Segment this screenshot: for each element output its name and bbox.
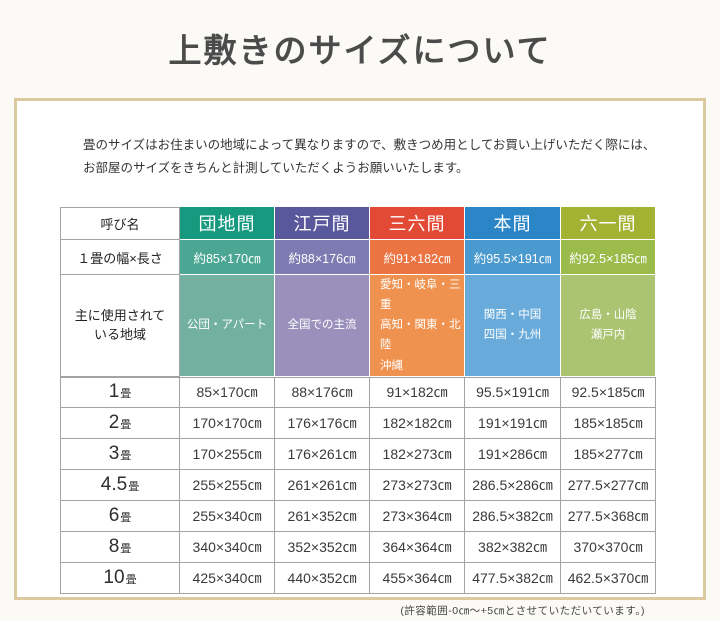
- mat-count: 10: [103, 566, 125, 588]
- mat-count: 4.5: [100, 473, 128, 495]
- size-value: 176×176㎝: [275, 407, 370, 439]
- unit-size-cell: 約91×182㎝: [370, 240, 465, 275]
- size-value: 273×273㎝: [370, 469, 465, 501]
- intro-text: 畳のサイズはお住まいの地域によって異なりますので、敷きつめ用としてお買い上げいた…: [83, 134, 683, 179]
- size-value: 352×352㎝: [275, 531, 370, 563]
- size-value: 255×340㎝: [180, 500, 275, 532]
- mat-count: 2: [108, 411, 120, 433]
- size-value: 91×182㎝: [370, 376, 465, 408]
- size-value: 286.5×382㎝: [465, 500, 561, 532]
- row-label: 1畳: [60, 376, 180, 408]
- unit-size-cell: 約95.5×191㎝: [465, 240, 561, 275]
- region-row: 主に使用されて いる地域 公団・アパート 全国での主流 愛知・岐阜・三重 高知・…: [60, 275, 656, 377]
- size-value: 170×255㎝: [180, 438, 275, 470]
- table-row: 2畳 170×170㎝ 176×176㎝ 182×182㎝ 191×191㎝ 1…: [60, 407, 656, 439]
- size-value: 191×191㎝: [465, 407, 561, 439]
- region-cell: 広島・山陰 瀬戸内: [561, 275, 656, 377]
- size-value: 364×364㎝: [370, 531, 465, 563]
- unit-size-cell: 約92.5×185㎝: [561, 240, 656, 275]
- column-header: 団地間: [180, 207, 275, 240]
- size-value: 425×340㎝: [180, 562, 275, 594]
- row-label: 主に使用されて いる地域: [60, 275, 180, 377]
- table-row: 4.5畳 255×255㎝ 261×261㎝ 273×273㎝ 286.5×28…: [60, 469, 656, 501]
- column-header: 本間: [465, 207, 561, 240]
- size-value: 261×261㎝: [275, 469, 370, 501]
- table-row: 10畳 425×340㎝ 440×352㎝ 455×364㎝ 477.5×382…: [60, 562, 656, 594]
- size-value: 88×176㎝: [275, 376, 370, 408]
- size-value: 477.5×382㎝: [465, 562, 561, 594]
- size-value: 85×170㎝: [180, 376, 275, 408]
- mat-unit: 畳: [125, 573, 137, 586]
- size-value: 462.5×370㎝: [561, 562, 656, 594]
- size-value: 92.5×185㎝: [561, 376, 656, 408]
- corner-header: 呼び名: [60, 207, 180, 240]
- row-label: 6畳: [60, 500, 180, 532]
- region-cell: 全国での主流: [275, 275, 370, 377]
- row-label: 8畳: [60, 531, 180, 563]
- table-row: 8畳 340×340㎝ 352×352㎝ 364×364㎝ 382×382㎝ 3…: [60, 531, 656, 563]
- mat-count: 6: [108, 504, 120, 526]
- size-value: 277.5×368㎝: [561, 500, 656, 532]
- tatami-size-table: 呼び名 団地間 江戸間 三六間 本間 六一間 １畳の幅×長さ 約85×170㎝ …: [60, 207, 656, 594]
- row-label: 3畳: [60, 438, 180, 470]
- intro-line-1: 畳のサイズはお住まいの地域によって異なりますので、敷きつめ用としてお買い上げいた…: [83, 138, 656, 152]
- table-header-row: 呼び名 団地間 江戸間 三六間 本間 六一間: [60, 207, 656, 240]
- mat-count: 8: [108, 535, 120, 557]
- size-value: 185×185㎝: [561, 407, 656, 439]
- table-row: 1畳 85×170㎝ 88×176㎝ 91×182㎝ 95.5×191㎝ 92.…: [60, 376, 656, 408]
- row-label: 2畳: [60, 407, 180, 439]
- region-cell: 公団・アパート: [180, 275, 275, 377]
- region-cell: 愛知・岐阜・三重 高知・関東・北陸 沖縄: [370, 275, 465, 377]
- size-value: 455×364㎝: [370, 562, 465, 594]
- size-value: 370×370㎝: [561, 531, 656, 563]
- mat-unit: 畳: [120, 511, 132, 524]
- mat-unit: 畳: [120, 388, 132, 401]
- tatami-unit-size-row: １畳の幅×長さ 約85×170㎝ 約88×176㎝ 約91×182㎝ 約95.5…: [60, 240, 656, 275]
- region-cell: 関西・中国 四国・九州: [465, 275, 561, 377]
- mat-unit: 畳: [120, 542, 132, 555]
- size-value: 191×286㎝: [465, 438, 561, 470]
- table-row: 3畳 170×255㎝ 176×261㎝ 182×273㎝ 191×286㎝ 1…: [60, 438, 656, 470]
- size-value: 95.5×191㎝: [465, 376, 561, 408]
- mat-count: 3: [108, 442, 120, 464]
- column-header: 六一間: [561, 207, 656, 240]
- mat-unit: 畳: [120, 449, 132, 462]
- size-value: 182×273㎝: [370, 438, 465, 470]
- column-header: 三六間: [370, 207, 465, 240]
- size-value: 170×170㎝: [180, 407, 275, 439]
- unit-size-cell: 約88×176㎝: [275, 240, 370, 275]
- size-value: 273×364㎝: [370, 500, 465, 532]
- mat-unit: 畳: [128, 480, 140, 493]
- size-value: 185×277㎝: [561, 438, 656, 470]
- page-title: 上敷きのサイズについて: [168, 34, 552, 70]
- table-row: 6畳 255×340㎝ 261×352㎝ 273×364㎝ 286.5×382㎝…: [60, 500, 656, 532]
- size-value: 176×261㎝: [275, 438, 370, 470]
- intro-line-2: お部屋のサイズをきちんと計測していただくようお願いいたします。: [83, 160, 469, 175]
- size-value: 382×382㎝: [465, 531, 561, 563]
- tolerance-note: (許容範囲-0㎝～+5㎝とさせていただいています。): [400, 604, 645, 617]
- row-label: 10畳: [60, 562, 180, 594]
- size-value: 286.5×286㎝: [465, 469, 561, 501]
- mat-unit: 畳: [120, 418, 132, 431]
- size-value: 440×352㎝: [275, 562, 370, 594]
- size-value: 277.5×277㎝: [561, 469, 656, 501]
- unit-size-cell: 約85×170㎝: [180, 240, 275, 275]
- mat-count: 1: [108, 381, 120, 403]
- row-label: 4.5畳: [60, 469, 180, 501]
- size-value: 261×352㎝: [275, 500, 370, 532]
- size-value: 182×182㎝: [370, 407, 465, 439]
- row-label: １畳の幅×長さ: [60, 240, 180, 275]
- size-value: 340×340㎝: [180, 531, 275, 563]
- column-header: 江戸間: [275, 207, 370, 240]
- size-value: 255×255㎝: [180, 469, 275, 501]
- content-frame: 畳のサイズはお住まいの地域によって異なりますので、敷きつめ用としてお買い上げいた…: [14, 98, 706, 617]
